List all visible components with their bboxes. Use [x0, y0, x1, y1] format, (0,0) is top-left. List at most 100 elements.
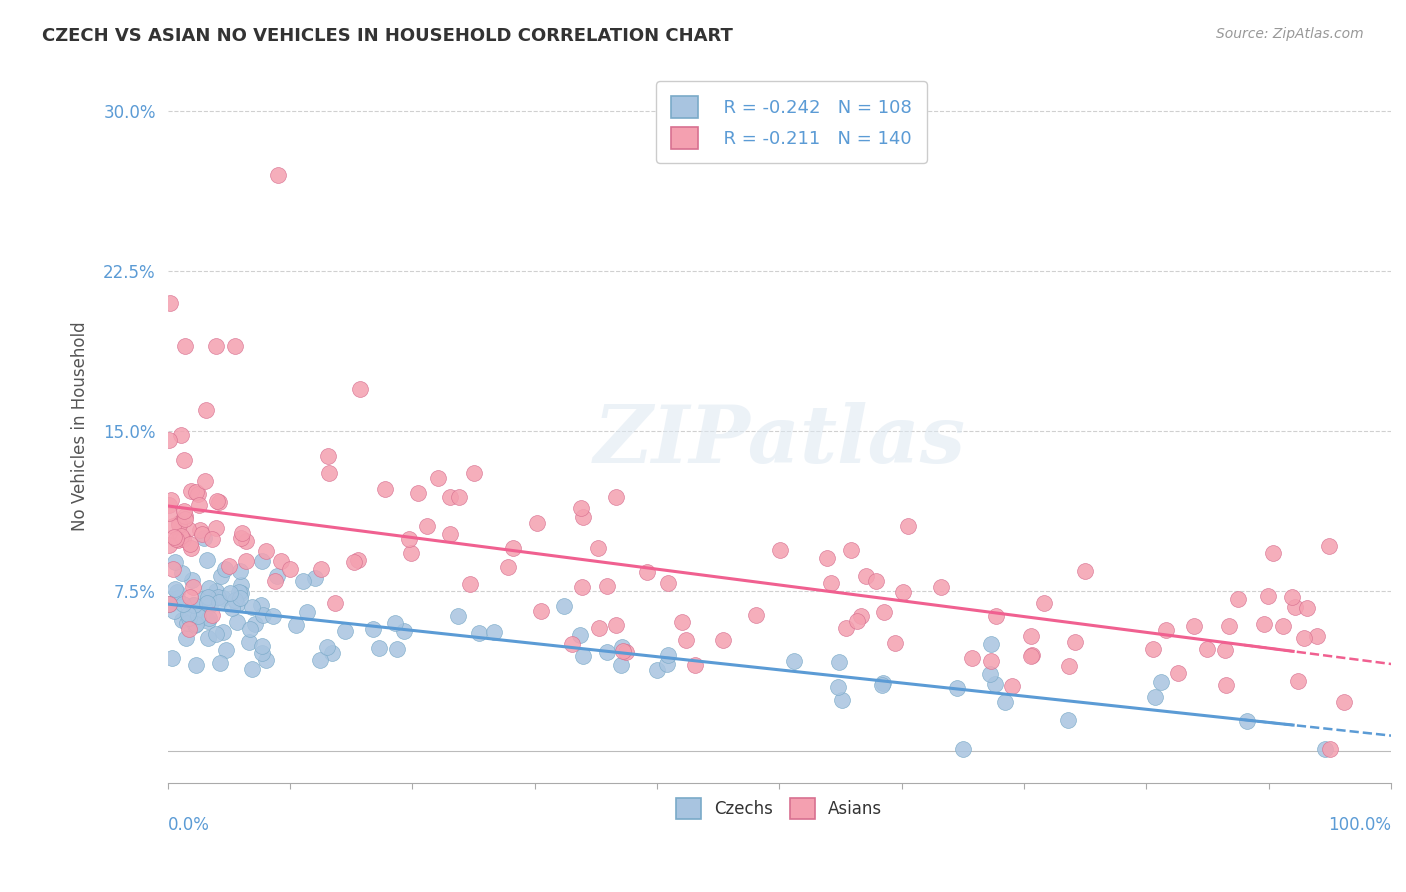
Point — [157, 538, 180, 552]
Point — [163, 604, 186, 618]
Point — [657, 657, 679, 672]
Point — [198, 611, 221, 625]
Point — [209, 569, 232, 583]
Point — [614, 645, 637, 659]
Point — [962, 650, 984, 665]
Point — [387, 642, 409, 657]
Point — [208, 595, 231, 609]
Point — [657, 648, 679, 663]
Point — [1215, 678, 1237, 692]
Point — [1317, 539, 1340, 553]
Point — [1154, 623, 1177, 637]
Point — [250, 647, 273, 661]
Point — [783, 654, 806, 668]
Point — [399, 546, 422, 560]
Point — [243, 617, 266, 632]
Point — [605, 490, 627, 504]
Point — [318, 467, 340, 481]
Point — [186, 658, 208, 673]
Point — [392, 624, 415, 639]
Point — [439, 491, 461, 505]
Point — [1333, 694, 1355, 708]
Point — [170, 427, 193, 442]
Point — [177, 607, 200, 621]
Point — [1182, 618, 1205, 632]
Point — [163, 582, 186, 596]
Point — [197, 631, 219, 645]
Point — [1144, 690, 1167, 705]
Point — [226, 597, 249, 611]
Point — [172, 597, 194, 611]
Point — [212, 591, 235, 605]
Point — [588, 621, 610, 635]
Point — [221, 601, 243, 615]
Point — [1263, 546, 1285, 560]
Point — [1313, 742, 1336, 756]
Text: ZIPatlas: ZIPatlas — [593, 401, 966, 479]
Point — [983, 676, 1005, 690]
Point — [571, 581, 593, 595]
Point — [561, 636, 583, 650]
Point — [1226, 591, 1249, 606]
Point — [711, 633, 734, 648]
Point — [170, 566, 193, 581]
Point — [447, 490, 470, 504]
Point — [187, 603, 209, 617]
Point — [309, 562, 332, 576]
Point — [177, 522, 200, 536]
Point — [224, 593, 246, 607]
Point — [683, 657, 706, 672]
Point — [163, 530, 186, 544]
Point — [250, 554, 273, 568]
Point — [1019, 629, 1042, 643]
Point — [828, 655, 851, 669]
Point — [177, 622, 200, 636]
Point — [187, 609, 209, 624]
Point — [1284, 600, 1306, 615]
Point — [208, 495, 231, 509]
Point — [218, 558, 240, 573]
Point — [208, 657, 231, 671]
Point — [612, 644, 634, 658]
Point — [179, 590, 201, 604]
Point — [205, 493, 228, 508]
Point — [195, 553, 218, 567]
Point — [309, 653, 332, 667]
Point — [188, 498, 211, 512]
Point — [416, 518, 439, 533]
Point — [295, 605, 318, 619]
Point — [172, 532, 194, 546]
Y-axis label: No Vehicles in Household: No Vehicles in Household — [72, 321, 89, 531]
Point — [285, 617, 308, 632]
Point — [238, 635, 260, 649]
Point — [349, 382, 371, 396]
Point — [254, 544, 277, 558]
Point — [870, 678, 893, 692]
Point — [186, 484, 208, 499]
Point — [1057, 713, 1080, 727]
Point — [194, 403, 217, 417]
Point — [845, 614, 868, 628]
Point — [173, 511, 195, 525]
Point — [1197, 642, 1219, 657]
Point — [496, 560, 519, 574]
Point — [166, 591, 188, 606]
Point — [368, 640, 391, 655]
Point — [162, 519, 184, 533]
Point — [827, 680, 849, 694]
Point — [463, 467, 485, 481]
Point — [323, 596, 346, 610]
Point — [198, 581, 221, 595]
Point — [1218, 619, 1240, 633]
Point — [596, 645, 619, 659]
Point — [891, 585, 914, 599]
Point — [994, 695, 1017, 709]
Point — [215, 643, 238, 657]
Point — [553, 599, 575, 613]
Point — [204, 339, 226, 353]
Point — [897, 519, 920, 533]
Point — [157, 506, 180, 520]
Point — [1292, 632, 1315, 646]
Point — [612, 640, 634, 655]
Point — [458, 577, 481, 591]
